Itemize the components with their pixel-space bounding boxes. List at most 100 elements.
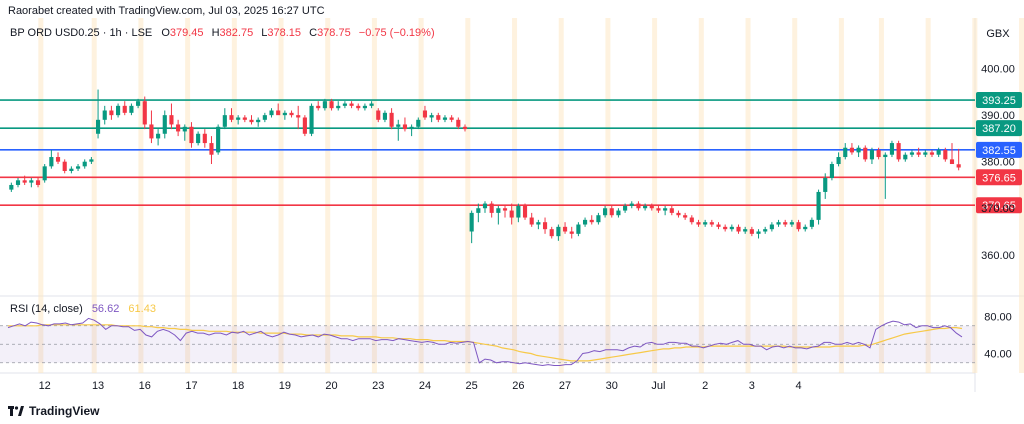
session-break (512, 18, 518, 373)
candle-body (616, 210, 621, 216)
candle-body (369, 103, 374, 106)
candle-body (703, 222, 708, 225)
candle-body (549, 229, 554, 237)
session-break (605, 18, 611, 373)
session-break (418, 18, 424, 373)
candle-body (816, 191, 821, 220)
candle-body (916, 152, 921, 155)
high-label: H (212, 27, 220, 39)
candle-body (876, 150, 881, 158)
session-break (972, 18, 978, 373)
candle-body (102, 110, 107, 120)
candle-body (776, 222, 781, 225)
candle-body (429, 115, 434, 118)
candle-body (29, 180, 34, 183)
level-tag-label: 370.65 (982, 200, 1016, 212)
session-break (91, 18, 97, 373)
price-tick-label: 370.00 (981, 203, 1015, 215)
candle-body (849, 147, 854, 153)
candle-body (656, 208, 661, 211)
candle-body (256, 119, 261, 123)
time-tick-label: Jul (651, 380, 665, 392)
candle-body (789, 222, 794, 225)
candle-body (242, 117, 247, 120)
low-label: L (261, 27, 267, 39)
rsi-tick-label: 80.00 (984, 312, 1012, 324)
ohlc-legend: BP ORD USD0.25 · 1h · LSE O379.45 H382.7… (10, 27, 435, 39)
candle-body (362, 105, 367, 109)
session-break (558, 18, 564, 373)
time-tick-label: 26 (512, 380, 524, 392)
candle-body (55, 157, 61, 162)
candle-body (322, 101, 327, 109)
time-tick-label: 18 (232, 380, 244, 392)
candle-body (796, 222, 801, 230)
price-tick-label: 380.00 (981, 157, 1015, 169)
axes: 360.00 370.00 380.00 390.00 400.00 40.00 80.00… (39, 64, 1015, 392)
price-tick-label: 360.00 (981, 250, 1015, 262)
open-value: 379.45 (170, 27, 204, 39)
candle-body (209, 143, 214, 155)
candle-body (889, 143, 895, 155)
candle-body (743, 229, 748, 232)
candle-body (623, 205, 628, 211)
time-tick-label: 30 (606, 380, 618, 392)
candle-body (576, 224, 581, 234)
candle-body (136, 101, 141, 106)
candle-body (229, 115, 234, 120)
horizontal-levels: 393.25 387.20 382.55 376.65 370.65 (0, 92, 1022, 214)
candle-body (689, 217, 694, 223)
candle-body (803, 226, 808, 230)
rsi-lines (7, 317, 963, 367)
low-value: 378.15 (267, 27, 301, 39)
level-tag-label: 393.25 (982, 95, 1016, 107)
candle-body (456, 119, 461, 127)
candle-body (409, 126, 414, 130)
price-tick-label: 400.00 (981, 64, 1015, 76)
candle-body (603, 208, 608, 216)
candle-body (729, 226, 734, 230)
candle-body (75, 166, 81, 169)
time-tick-label: 19 (279, 380, 291, 392)
candle-body (349, 103, 354, 106)
candle-body (516, 205, 521, 218)
session-break (325, 18, 331, 373)
time-tick-label: 27 (559, 380, 571, 392)
session-break (838, 18, 844, 373)
candle-body (583, 219, 588, 225)
candle-body (696, 222, 701, 225)
candle-body (316, 105, 321, 109)
candle-body (482, 203, 488, 209)
rsi-tick-label: 40.00 (984, 349, 1012, 361)
time-tick-label: 16 (139, 380, 151, 392)
candle-body (936, 150, 941, 155)
candle-body (129, 105, 134, 113)
candles (9, 89, 961, 244)
candle-body (69, 168, 74, 171)
level-tag-label: 387.20 (982, 123, 1016, 135)
candle-body (823, 177, 828, 192)
candle-body (502, 208, 508, 211)
tradingview-logo-text: TradingView (29, 404, 100, 418)
candle-body (82, 161, 87, 167)
candle-body (149, 124, 154, 139)
time-tick-label: 2 (702, 380, 708, 392)
time-tick-label: 17 (185, 380, 197, 392)
candle-body (182, 126, 187, 132)
candle-body (856, 147, 861, 153)
time-tick-label: 23 (372, 380, 384, 392)
candle-body (949, 159, 955, 165)
candle-body (382, 112, 387, 120)
time-tick-label: 24 (419, 380, 431, 392)
session-break (138, 18, 144, 373)
session-break (925, 18, 931, 373)
level-tag-label: 376.65 (982, 172, 1016, 184)
session-break (792, 18, 798, 373)
candle-body (909, 152, 915, 155)
candle-body (469, 212, 474, 232)
session-break (652, 18, 658, 373)
candle-body (756, 231, 761, 234)
candle-body (869, 150, 875, 160)
candle-body (589, 219, 594, 223)
